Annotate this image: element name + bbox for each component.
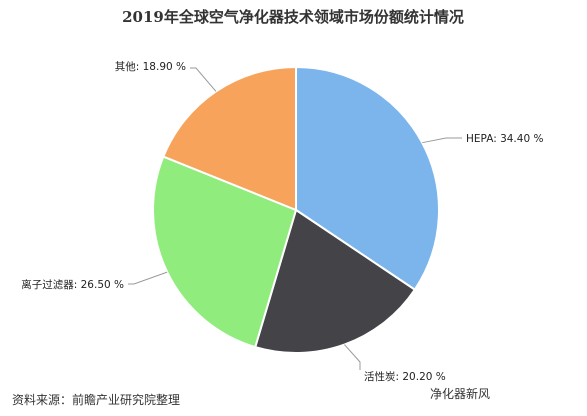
pie-slices: [152, 65, 440, 354]
footer-caption: 净化器新风: [430, 386, 490, 401]
leader-line-1: [344, 344, 361, 370]
slice-label-3: 其他: 18.90 %: [115, 60, 186, 73]
leader-line-0: [422, 137, 462, 144]
slice-label-0: HEPA: 34.40 %: [466, 133, 543, 145]
pie-slice-0: [295, 65, 440, 292]
slice-label-2: 离子过滤器: 26.50 %: [21, 278, 124, 291]
pie-leader-lines: [128, 67, 462, 370]
chart-title: 2019年全球空气净化器技术领域市场份额统计情况: [122, 8, 464, 26]
pie-slice-1: [253, 208, 417, 354]
slice-label-1: 活性炭: 20.20 %: [364, 370, 446, 383]
pie-labels: HEPA: 34.40 % 活性炭: 20.20 % 离子过滤器: 26.50 % 其…: [21, 60, 543, 383]
source-note: 资料来源：前瞻产业研究院整理: [12, 392, 180, 407]
leader-line-3: [190, 67, 217, 92]
leader-line-2: [128, 271, 168, 285]
